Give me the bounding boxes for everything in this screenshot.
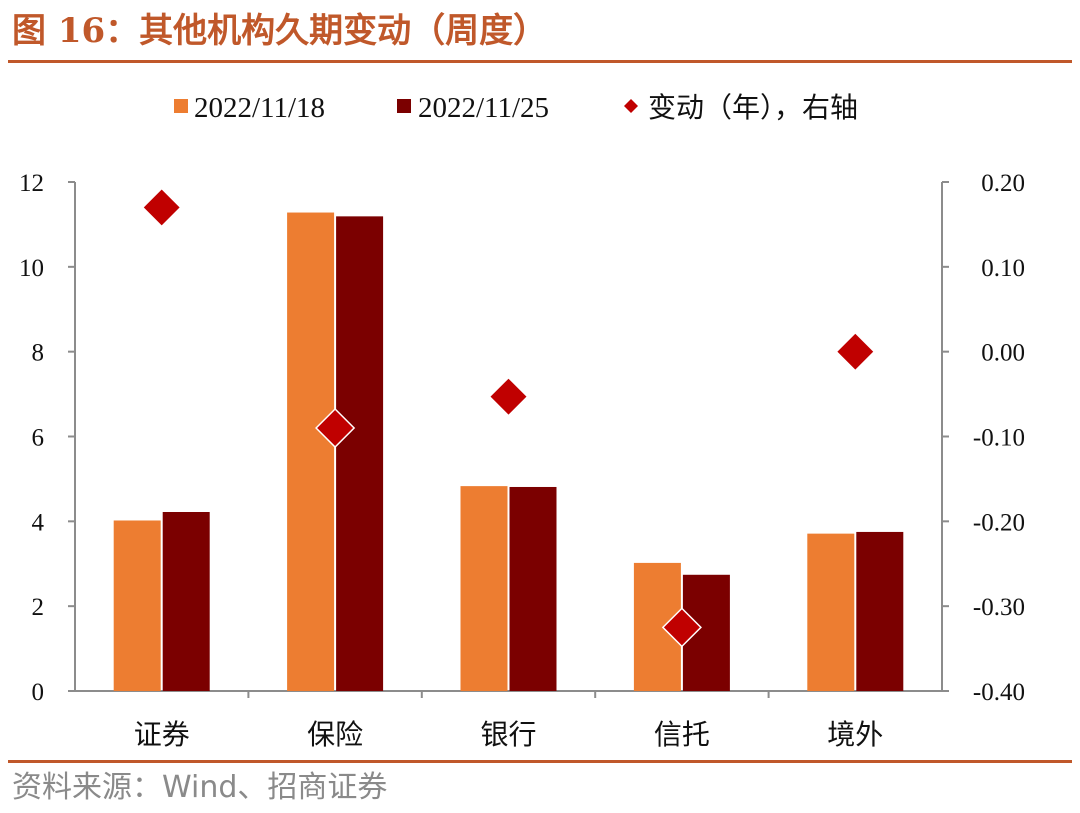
left-tick-label: 6 [32, 425, 45, 452]
left-tick-label: 10 [19, 255, 44, 282]
source-note: 资料来源：Wind、招商证券 [12, 770, 388, 805]
left-tick-label: 0 [32, 679, 45, 706]
left-tick-label: 8 [32, 340, 45, 367]
category-label: 银行 [480, 718, 536, 751]
bar-2022-11-25 [856, 531, 904, 691]
category-label: 保险 [307, 718, 363, 751]
change-diamond-marker [488, 376, 529, 417]
bar-2022-11-18 [460, 486, 508, 691]
change-diamond-marker [315, 407, 356, 449]
chart-title: 图 16：其他机构久期变动（周度） [12, 11, 548, 51]
legend-label-2022-11-18: 2022/11/18 [194, 92, 325, 124]
category-label: 证券 [134, 718, 190, 751]
left-tick-label: 2 [32, 594, 45, 621]
left-tick-label: 4 [32, 509, 45, 536]
footer-divider [8, 760, 1072, 763]
change-diamond-marker [835, 331, 876, 372]
legend-swatch-2022-11-18 [174, 99, 188, 113]
change-diamond-marker [141, 187, 182, 228]
bar-2022-11-18 [807, 533, 855, 691]
right-tick-label: -0.40 [973, 679, 1025, 706]
right-tick-label: -0.20 [973, 509, 1025, 536]
bar-2022-11-18 [287, 212, 335, 692]
change-diamond-marker [661, 607, 702, 648]
left-tick-label: 12 [19, 170, 44, 197]
right-tick-label: -0.30 [973, 594, 1025, 621]
bar-2022-11-25 [336, 216, 384, 692]
right-tick-label: 0.20 [981, 170, 1025, 197]
title-divider [8, 60, 1072, 63]
legend-label-change: 变动（年），右轴 [648, 91, 858, 124]
right-tick-label: 0.00 [981, 340, 1025, 367]
legend-swatch-2022-11-25 [397, 99, 411, 113]
legend-label-2022-11-25: 2022/11/25 [418, 92, 549, 124]
bar-2022-11-25 [162, 512, 210, 691]
bar-2022-11-25 [509, 486, 557, 691]
right-tick-label: -0.10 [973, 425, 1025, 452]
legend-swatch-change [624, 99, 638, 113]
right-tick-label: 0.10 [981, 255, 1025, 282]
category-label: 境外 [827, 718, 883, 751]
category-label: 信托 [654, 718, 710, 751]
bar-2022-11-18 [113, 520, 161, 691]
